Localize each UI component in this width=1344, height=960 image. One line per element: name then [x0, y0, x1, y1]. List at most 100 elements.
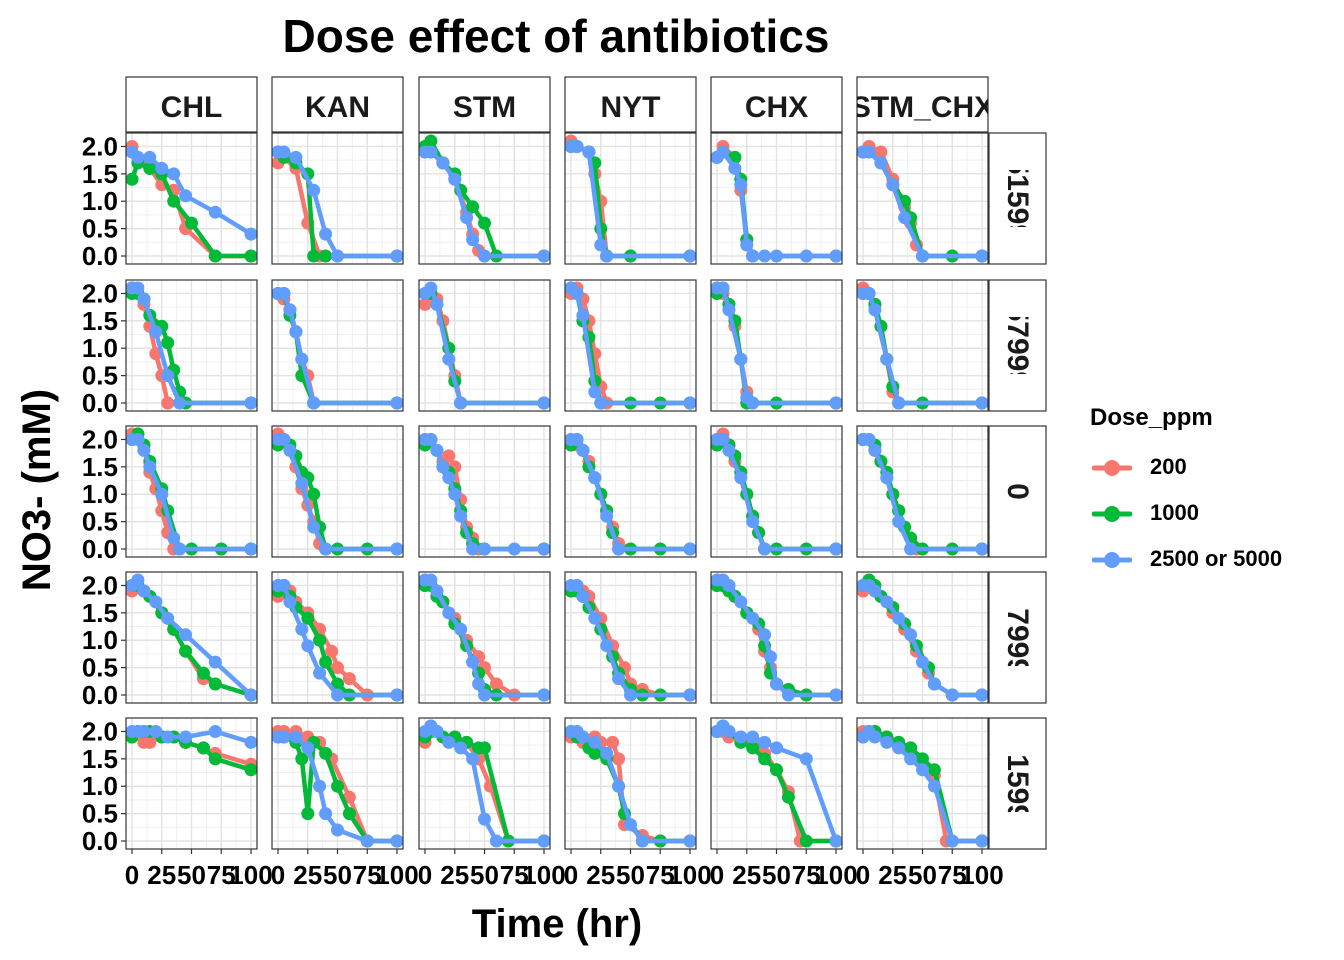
- data-point-sHigh: [442, 352, 456, 366]
- data-point-sHigh: [892, 396, 906, 410]
- panel-border: [710, 425, 843, 558]
- col-strip-label: NYT: [601, 91, 661, 124]
- data-point-sHigh: [916, 655, 929, 669]
- data-point-s1000: [319, 655, 333, 669]
- data-point-sHigh: [600, 249, 614, 263]
- col-strip-box: [418, 76, 551, 133]
- panel-border: [856, 132, 989, 265]
- col-strip-box: [125, 76, 258, 133]
- y-tick-label: 0.0: [82, 534, 118, 564]
- data-point-sHigh: [430, 584, 444, 598]
- data-point-sHigh: [898, 211, 912, 225]
- data-point-sHigh: [448, 172, 462, 186]
- data-point-sHigh: [716, 433, 730, 446]
- x-tick-label: 0: [418, 860, 432, 890]
- data-point-sHigh: [460, 211, 474, 225]
- data-point-s200: [331, 661, 344, 675]
- data-point-s1000: [478, 216, 491, 230]
- facet-panel: [710, 279, 843, 412]
- data-point-sHigh: [945, 834, 959, 848]
- data-point-s1000: [307, 249, 321, 263]
- col-strip-box: [271, 76, 404, 133]
- data-point-sHigh: [770, 741, 783, 755]
- data-point-sHigh: [862, 433, 876, 446]
- row-strip-box: [988, 425, 1047, 558]
- data-point-sHigh: [478, 688, 491, 702]
- data-point-sHigh: [537, 249, 551, 263]
- y-tick-label: 0.5: [82, 653, 118, 683]
- data-point-sHigh: [295, 352, 309, 366]
- facet-panel: [564, 425, 697, 558]
- y-tick-label: 2.0: [82, 570, 118, 600]
- data-point-sHigh: [161, 730, 175, 744]
- data-point-sHigh: [442, 735, 456, 749]
- data-point-sHigh: [624, 818, 637, 832]
- legend-label-high: 2500 or 5000: [1150, 546, 1283, 571]
- data-point-sHigh: [916, 763, 929, 777]
- col-strip: STM_CHX: [856, 76, 989, 133]
- data-point-sHigh: [781, 688, 795, 702]
- x-tick-label: 50: [762, 860, 791, 890]
- facet-panel: [856, 132, 989, 265]
- legend-item-200: 200: [1088, 448, 1338, 488]
- data-point-s1000: [331, 677, 344, 691]
- row-strip: 1.5159984: [988, 713, 1047, 855]
- facet-panel: [710, 132, 843, 265]
- data-point-sHigh: [537, 688, 551, 702]
- data-point-sHigh: [880, 735, 894, 749]
- data-point-sHigh: [307, 520, 321, 534]
- panel-border: [271, 132, 404, 265]
- y-tick-label: 1.0: [82, 479, 118, 509]
- panel-border: [418, 132, 551, 265]
- col-strip: CHL: [125, 76, 258, 133]
- data-point-sHigh: [537, 396, 551, 410]
- data-point-s1000: [167, 194, 181, 208]
- data-point-sHigh: [301, 741, 315, 755]
- data-point-sHigh: [588, 735, 602, 749]
- data-point-sHigh: [570, 579, 584, 592]
- data-point-sHigh: [390, 396, 404, 410]
- data-point-sHigh: [454, 741, 468, 755]
- data-point-sHigh: [892, 741, 906, 755]
- data-point-s1000: [313, 633, 327, 647]
- row-strip: 0: [988, 425, 1047, 558]
- data-point-sHigh: [537, 834, 551, 848]
- data-point-s1000: [244, 763, 258, 777]
- data-point-sHigh: [886, 178, 900, 192]
- data-point-sHigh: [576, 730, 590, 744]
- panel-border: [418, 279, 551, 412]
- data-point-sHigh: [758, 542, 772, 556]
- row-strip-label: 1.5159984: [1001, 713, 1034, 855]
- data-point-sHigh: [570, 287, 584, 300]
- data-point-sHigh: [862, 287, 876, 300]
- y-axis-title: NO3- (mM): [15, 389, 59, 591]
- x-tick-label: 75: [353, 860, 382, 890]
- data-point-s1000: [916, 752, 929, 766]
- data-point-s1000: [307, 487, 321, 501]
- data-point-s200: [325, 644, 339, 658]
- legend-item-high: 2500 or 5000: [1088, 540, 1338, 580]
- panel-border: [271, 571, 404, 704]
- row-strip-label: 0.757999922: [1001, 550, 1034, 725]
- x-tick-label: 0: [856, 860, 870, 890]
- panel-border: [418, 571, 551, 704]
- data-point-sHigh: [307, 183, 321, 197]
- data-point-sHigh: [829, 834, 843, 848]
- data-point-s1000: [301, 807, 315, 821]
- y-tick-label: 0.5: [82, 507, 118, 537]
- data-point-s1000: [770, 763, 783, 777]
- data-point-s200: [606, 735, 620, 749]
- x-tick-label: 100: [960, 860, 1003, 890]
- facet-panel: [710, 425, 843, 558]
- data-point-sHigh: [683, 249, 697, 263]
- data-point-sHigh: [295, 476, 309, 490]
- data-point-sHigh: [770, 249, 783, 263]
- x-tick-label: 50: [908, 860, 937, 890]
- col-strip: NYT: [564, 76, 697, 133]
- data-point-sHigh: [244, 735, 258, 749]
- data-point-sHigh: [331, 688, 344, 702]
- legend-key-high: [1092, 552, 1132, 568]
- data-point-s200: [143, 735, 157, 749]
- data-point-sHigh: [975, 542, 989, 556]
